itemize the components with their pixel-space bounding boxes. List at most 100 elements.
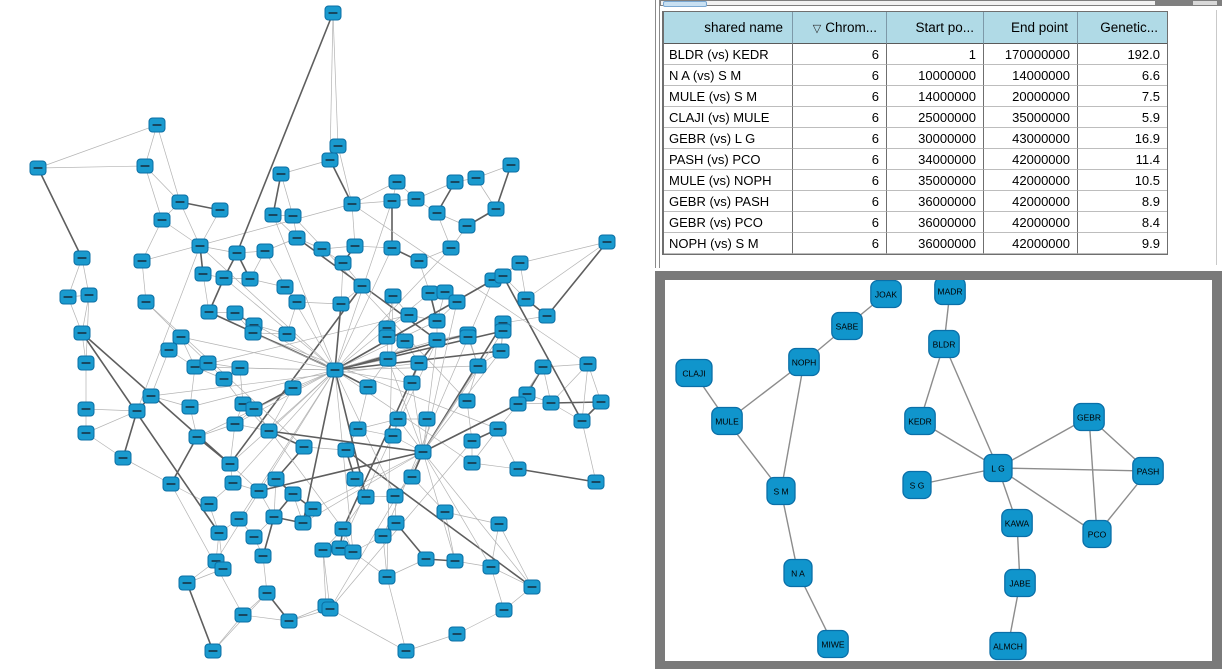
node-label-smudge	[203, 362, 213, 364]
sub-network-node-GEBR[interactable]	[1073, 402, 1105, 432]
table-row[interactable]: NOPH (vs) S M 6 36000000 42000000 9.9	[664, 233, 1167, 254]
scrollbar-thumb[interactable]	[663, 1, 707, 7]
node-label-smudge	[208, 650, 218, 652]
node-label-smudge	[404, 314, 414, 316]
node-label-smudge	[521, 298, 531, 300]
column-header-genetic-[interactable]: Genetic...	[1078, 12, 1167, 44]
node-label-smudge	[262, 592, 272, 594]
node-label-smudge	[228, 482, 238, 484]
sub-network-node-NA[interactable]	[783, 558, 813, 588]
node-label-smudge	[234, 518, 244, 520]
node-label-smudge	[440, 291, 450, 293]
network-edge	[236, 12, 334, 254]
node-label-smudge	[388, 435, 398, 437]
table-row[interactable]: PASH (vs) PCO 6 34000000 42000000 11.4	[664, 149, 1167, 170]
sub-network-node-CLAJI[interactable]	[675, 358, 713, 388]
sub-network-edge-BLDR-LG	[943, 343, 999, 469]
network-edge	[232, 369, 336, 484]
network-edge	[581, 363, 589, 422]
node-label-smudge	[264, 430, 274, 432]
network-edge	[422, 451, 492, 568]
table-row[interactable]: GEBR (vs) PASH 6 36000000 42000000 8.9	[664, 191, 1167, 212]
column-header-shared-name[interactable]: shared name	[664, 12, 793, 44]
node-label-smudge	[276, 173, 286, 175]
sub-network-node-SABE[interactable]	[831, 311, 863, 341]
edge-table-panel: shared name ▽ Chrom... Start po... End point…	[655, 0, 1222, 271]
sub-network-node-KEDR[interactable]	[904, 406, 936, 436]
sub-network-node-BLDR[interactable]	[928, 329, 960, 359]
sub-network-node-PASH[interactable]	[1132, 456, 1164, 486]
sub-network-node-SM[interactable]	[766, 476, 796, 506]
node-label-smudge	[84, 294, 94, 296]
node-label-smudge	[473, 365, 483, 367]
sub-network-node-PCO[interactable]	[1082, 519, 1112, 549]
column-header-start-po-[interactable]: Start po...	[887, 12, 984, 44]
network-edge	[329, 608, 407, 652]
table-cell: 10.5	[1078, 170, 1167, 191]
sub-network-edge-LG-PASH	[997, 467, 1149, 472]
node-label-smudge	[378, 535, 388, 537]
node-label-smudge	[388, 295, 398, 297]
table-row[interactable]: BLDR (vs) KEDR 6 1 170000000 192.0	[664, 44, 1167, 65]
node-label-smudge	[269, 516, 279, 518]
scrollbar-track[interactable]	[661, 1, 1155, 7]
column-header-chrom-[interactable]: ▽ Chrom...	[793, 12, 887, 44]
table-cell: MULE (vs) S M	[664, 86, 793, 107]
node-label-smudge	[328, 12, 338, 14]
table-scrollbar[interactable]	[659, 0, 1222, 7]
sub-network-node-MULE[interactable]	[711, 406, 743, 436]
node-label-smudge	[77, 257, 87, 259]
column-header-label: Start po...	[915, 20, 974, 35]
sub-network-node-MIWE[interactable]	[817, 629, 849, 659]
node-label-smudge	[493, 428, 503, 430]
column-header-label: shared name	[704, 20, 783, 35]
sub-network-node-JABE[interactable]	[1004, 568, 1036, 598]
table-row[interactable]: GEBR (vs) L G 6 30000000 43000000 16.9	[664, 128, 1167, 149]
node-label-smudge	[335, 547, 345, 549]
node-label-smudge	[238, 614, 248, 616]
sub-network-node-SG[interactable]	[902, 470, 932, 500]
sub-network-edge-GEBR-PCO	[1088, 416, 1098, 535]
node-label-smudge	[496, 350, 506, 352]
node-label-smudge	[382, 576, 392, 578]
column-header-label: Chrom...	[825, 20, 877, 35]
network-edge	[525, 241, 608, 300]
node-label-smudge	[214, 532, 224, 534]
sub-network-node-MADR[interactable]	[934, 280, 966, 306]
table-row[interactable]: GEBR (vs) PCO 6 36000000 42000000 8.4	[664, 212, 1167, 233]
sub-network-node-KAWA[interactable]	[1001, 508, 1033, 538]
table-cell: 42000000	[984, 233, 1078, 254]
node-label-smudge	[341, 449, 351, 451]
table-row[interactable]: MULE (vs) S M 6 14000000 20000000 7.5	[664, 86, 1167, 107]
network-edge	[150, 349, 170, 397]
node-label-smudge	[542, 315, 552, 317]
sub-network-node-label: KAWA	[1005, 519, 1030, 529]
table-row[interactable]: MULE (vs) NOPH 6 35000000 42000000 10.5	[664, 170, 1167, 191]
main-network-canvas[interactable]	[0, 0, 655, 669]
node-label-smudge	[249, 536, 259, 538]
sub-network-node-label: PASH	[1137, 467, 1160, 477]
node-label-smudge	[390, 495, 400, 497]
table-cell: 1	[887, 44, 984, 65]
column-header-end-point[interactable]: End point	[984, 12, 1078, 44]
sub-network-canvas[interactable]: JOAK MADR SABE BLDR NOPH CLAJI MULE KEDR GEBR L G…	[665, 280, 1212, 661]
filter-icon[interactable]: ▽	[812, 23, 822, 35]
sub-network-node-NOPH[interactable]	[788, 347, 820, 377]
node-label-smudge	[467, 462, 477, 464]
network-edge	[272, 214, 336, 371]
network-edge	[498, 523, 533, 588]
table-row[interactable]: CLAJI (vs) MULE 6 25000000 35000000 5.9	[664, 107, 1167, 128]
network-edge	[239, 367, 336, 371]
node-label-smudge	[333, 145, 343, 147]
sub-network-node-JOAK[interactable]	[870, 280, 902, 309]
network-edge	[422, 322, 504, 453]
node-label-smudge	[249, 408, 259, 410]
network-edge	[37, 165, 146, 169]
node-label-smudge	[185, 406, 195, 408]
table-row[interactable]: N A (vs) S M 6 10000000 14000000 6.6	[664, 65, 1167, 86]
edge-attribute-table[interactable]: shared name ▽ Chrom... Start po... End point…	[662, 11, 1168, 255]
node-label-smudge	[350, 245, 360, 247]
sub-network-node-LG[interactable]	[983, 453, 1013, 483]
sub-network-node-ALMCH[interactable]	[989, 631, 1027, 661]
table-cell: 6	[793, 212, 887, 233]
